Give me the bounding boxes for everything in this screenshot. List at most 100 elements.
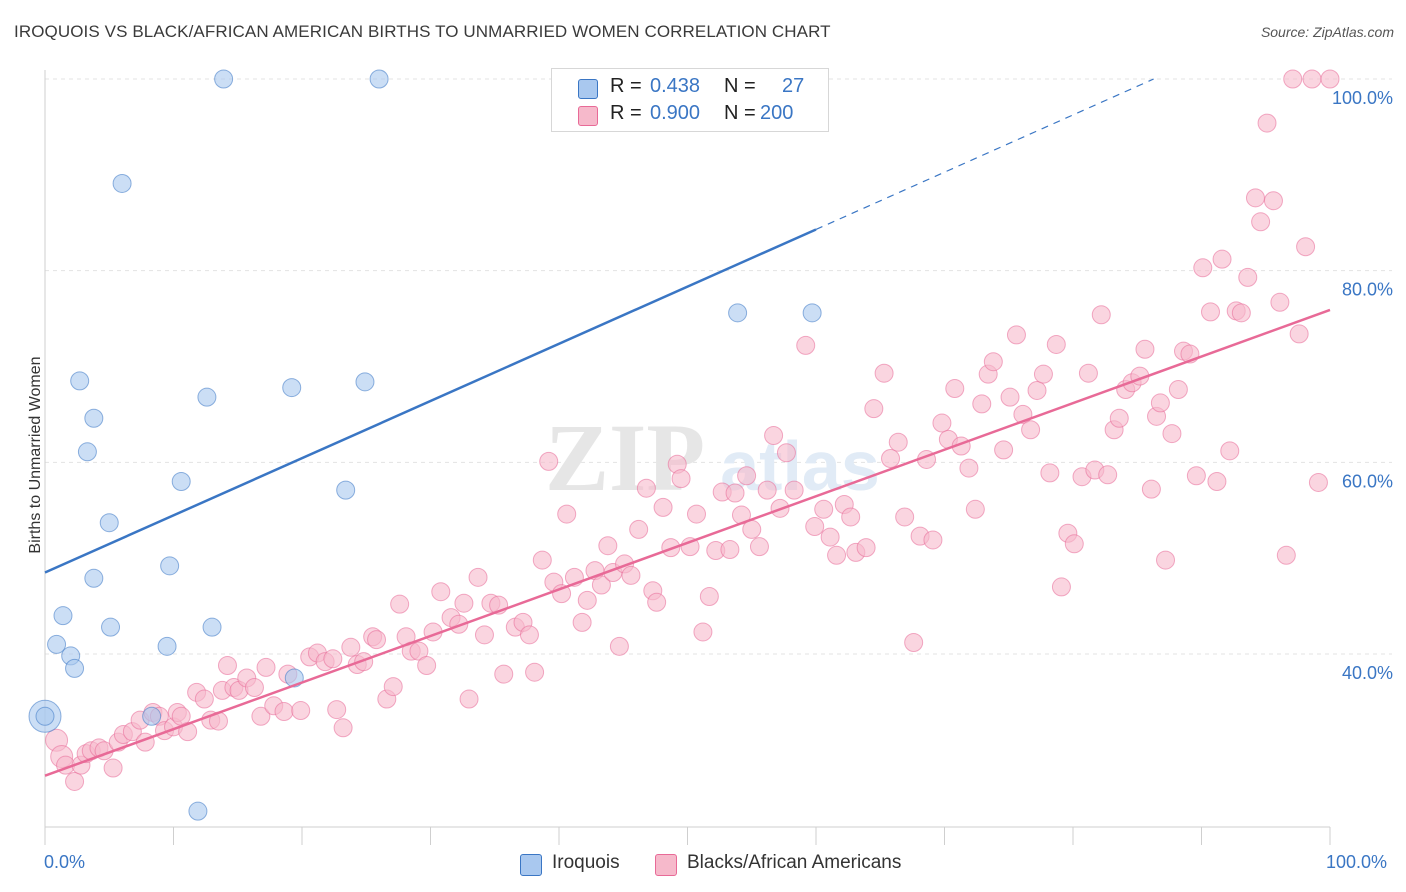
point-blacks bbox=[256, 657, 276, 677]
chart-title: IROQUOIS VS BLACK/AFRICAN AMERICAN BIRTH… bbox=[14, 22, 831, 41]
point-blacks bbox=[784, 480, 804, 500]
bottom-legend-swatch-blacks bbox=[655, 854, 677, 876]
point-blacks bbox=[1320, 69, 1340, 89]
point-iroquois bbox=[99, 513, 119, 533]
point-iroquois bbox=[336, 480, 356, 500]
point-blacks bbox=[621, 565, 641, 585]
point-blacks bbox=[609, 636, 629, 656]
point-blacks bbox=[1220, 441, 1240, 461]
point-iroquois bbox=[282, 378, 302, 398]
trend-line-blacks bbox=[44, 308, 1331, 777]
point-blacks bbox=[1021, 420, 1041, 440]
point-blacks bbox=[1150, 393, 1170, 413]
point-blacks bbox=[577, 590, 597, 610]
legend-n-label: N = bbox=[724, 102, 756, 124]
point-blacks bbox=[904, 633, 924, 652]
point-iroquois bbox=[171, 472, 191, 491]
point-blacks bbox=[959, 458, 979, 478]
legend-n-value: 200 bbox=[760, 102, 794, 124]
point-blacks bbox=[194, 689, 214, 709]
point-blacks bbox=[1200, 302, 1220, 322]
y-tick-labels: 40.0% 60.0% 80.0% 100.0% bbox=[1332, 88, 1393, 683]
point-blacks bbox=[720, 540, 740, 560]
y-tick-label: 40.0% bbox=[1342, 663, 1393, 683]
point-blacks bbox=[539, 451, 559, 471]
bottom-legend-label-iroquois: Iroquois bbox=[552, 852, 620, 873]
trend-line-iroquois bbox=[44, 228, 817, 574]
point-blacks bbox=[1051, 577, 1071, 597]
point-blacks bbox=[1251, 212, 1271, 232]
point-blacks bbox=[1098, 465, 1118, 485]
point-iroquois bbox=[112, 173, 132, 193]
point-blacks bbox=[1308, 472, 1328, 492]
point-blacks bbox=[680, 537, 700, 557]
point-blacks bbox=[1212, 249, 1232, 269]
point-blacks bbox=[103, 758, 123, 778]
y-axis-title: Births to Unmarried Women bbox=[27, 356, 44, 554]
point-blacks bbox=[1006, 325, 1026, 345]
point-blacks bbox=[251, 706, 271, 726]
point-blacks bbox=[1270, 292, 1290, 312]
point-blacks bbox=[814, 499, 834, 519]
point-blacks bbox=[532, 550, 552, 570]
point-blacks bbox=[454, 593, 474, 613]
y-tick-label: 80.0% bbox=[1342, 280, 1393, 300]
point-blacks bbox=[323, 649, 343, 669]
point-blacks bbox=[1283, 69, 1303, 89]
legend-row-iroquois: R = 0.438 N = 27 bbox=[552, 75, 828, 101]
point-blacks bbox=[383, 677, 403, 697]
point-blacks bbox=[65, 771, 85, 791]
point-blacks bbox=[431, 582, 451, 602]
point-blacks bbox=[1231, 303, 1251, 323]
point-blacks bbox=[1033, 364, 1053, 384]
point-iroquois bbox=[70, 371, 90, 391]
point-blacks bbox=[367, 630, 387, 650]
point-blacks bbox=[671, 469, 691, 489]
point-blacks bbox=[327, 700, 347, 720]
point-blacks bbox=[449, 614, 469, 634]
bottom-legend-swatch-iroquois bbox=[520, 854, 542, 876]
x-tick-label-max: 100.0% bbox=[1326, 852, 1388, 872]
source-label: Source: ZipAtlas.com bbox=[1260, 24, 1394, 40]
point-blacks bbox=[1040, 463, 1060, 483]
point-blacks bbox=[598, 536, 618, 556]
point-blacks bbox=[525, 662, 545, 682]
point-blacks bbox=[932, 413, 952, 433]
point-blacks bbox=[1186, 466, 1206, 486]
point-iroquois bbox=[35, 706, 55, 726]
point-blacks bbox=[1302, 69, 1322, 89]
point-blacks bbox=[341, 637, 361, 657]
point-iroquois bbox=[802, 303, 822, 323]
point-blacks bbox=[1257, 113, 1277, 133]
bottom-legend-label-blacks: Blacks/African Americans bbox=[687, 852, 902, 873]
point-iroquois bbox=[47, 634, 67, 654]
point-blacks bbox=[827, 545, 847, 565]
point-blacks bbox=[888, 432, 908, 452]
point-blacks bbox=[1162, 424, 1182, 444]
point-iroquois bbox=[53, 606, 73, 626]
point-blacks bbox=[965, 499, 985, 519]
point-blacks bbox=[1027, 380, 1047, 400]
point-blacks bbox=[494, 664, 514, 684]
series-blacks-points bbox=[45, 69, 1340, 791]
point-iroquois bbox=[728, 303, 748, 323]
legend-r-label: R = bbox=[610, 102, 642, 124]
point-blacks bbox=[591, 575, 611, 595]
point-blacks bbox=[333, 718, 353, 738]
point-blacks bbox=[1168, 380, 1188, 399]
point-iroquois bbox=[84, 408, 104, 428]
point-blacks bbox=[699, 587, 719, 606]
point-blacks bbox=[1109, 408, 1129, 428]
point-iroquois bbox=[101, 617, 121, 637]
point-blacks bbox=[764, 426, 784, 445]
point-blacks bbox=[1078, 363, 1098, 383]
point-blacks bbox=[1289, 324, 1309, 344]
point-blacks bbox=[693, 622, 713, 642]
point-blacks bbox=[757, 480, 777, 500]
point-iroquois bbox=[77, 442, 97, 462]
point-blacks bbox=[291, 701, 311, 721]
point-blacks bbox=[820, 527, 840, 547]
point-blacks bbox=[468, 567, 488, 587]
point-blacks bbox=[274, 702, 294, 721]
point-iroquois bbox=[65, 658, 85, 678]
